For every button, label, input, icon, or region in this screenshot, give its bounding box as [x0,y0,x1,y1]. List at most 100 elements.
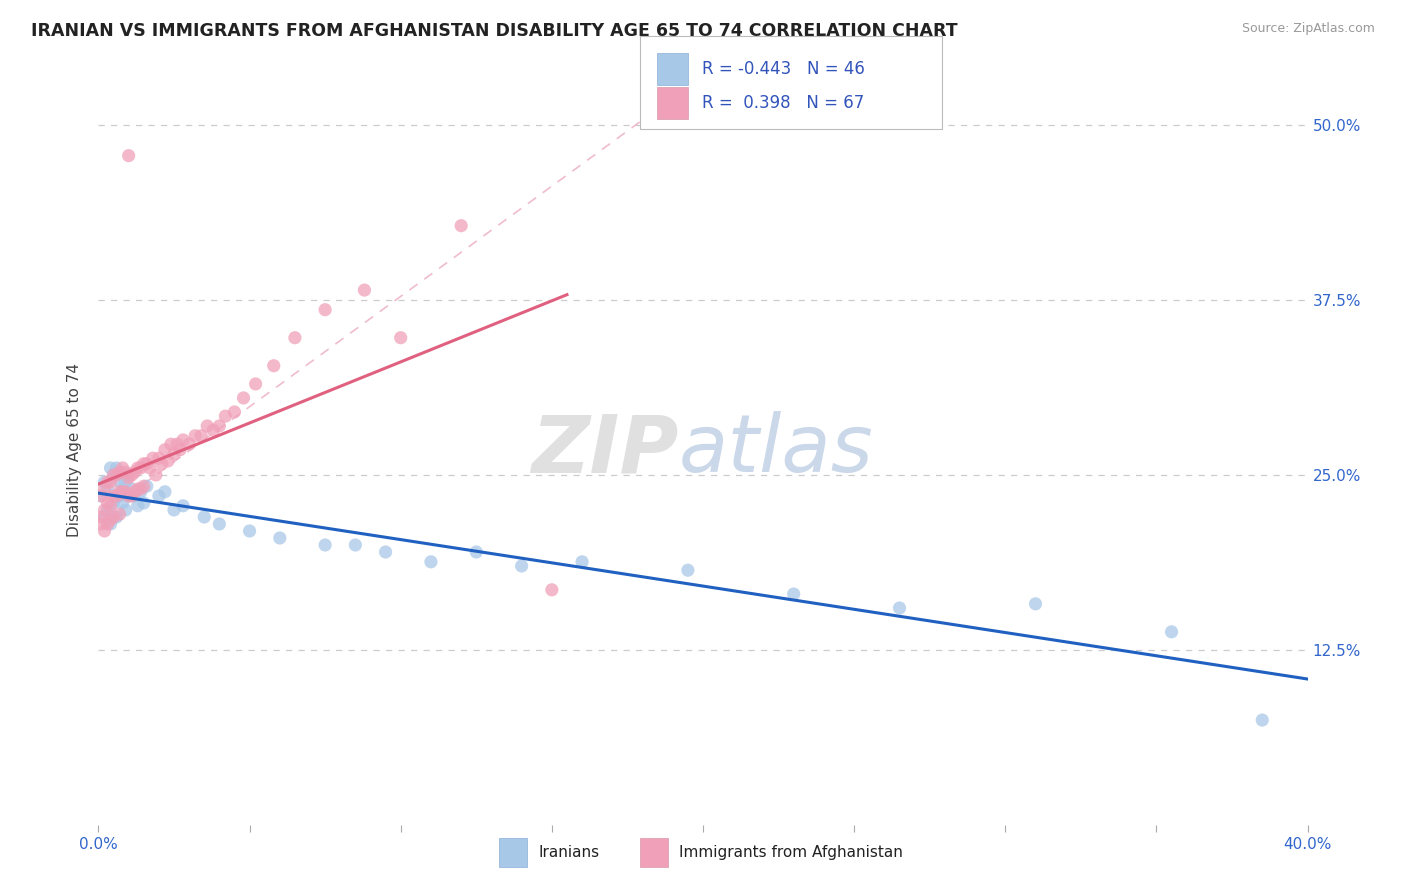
Point [90,489,112,503]
Point [214,409,236,424]
Point [127,499,149,513]
Point [374,545,396,559]
Point [121,467,143,482]
Point [232,391,254,405]
Point [108,475,131,489]
Text: Iranians: Iranians [538,846,599,860]
Point [166,437,188,451]
Point [353,283,375,297]
Point [108,507,131,521]
Point [93,475,115,489]
Point [450,219,472,233]
Point [172,499,194,513]
Point [127,482,149,496]
Point [179,437,201,451]
Point [510,559,533,574]
Point [103,467,125,482]
Point [111,484,134,499]
Point [103,489,125,503]
Point [420,555,443,569]
Point [163,503,186,517]
Point [160,437,183,451]
Point [169,442,191,457]
Point [314,538,336,552]
Point [96,496,118,510]
Point [111,496,134,510]
Point [124,489,146,503]
Point [100,475,122,489]
Point [184,429,207,443]
Point [108,489,131,503]
Point [100,499,122,513]
Point [103,496,125,510]
Point [132,479,155,493]
Point [108,484,131,499]
Y-axis label: Disability Age 65 to 74: Disability Age 65 to 74 [67,363,83,538]
Point [314,302,336,317]
Point [93,524,115,538]
Point [105,467,128,482]
Point [156,454,179,468]
Point [284,331,307,345]
Point [129,461,152,475]
Point [889,601,911,615]
Point [100,516,122,531]
Point [139,461,162,475]
Point [190,429,212,443]
Point [1160,624,1182,639]
Point [224,405,246,419]
Point [269,531,291,545]
Point [132,457,155,471]
Point [148,489,170,503]
Point [124,484,146,499]
Point [114,503,136,517]
Point [195,419,218,434]
Text: atlas: atlas [679,411,873,490]
Point [105,461,128,475]
Point [208,516,231,531]
Point [465,545,488,559]
Point [118,471,141,485]
Point [676,563,699,577]
Point [129,482,152,496]
Point [96,516,118,531]
Text: R =  0.398   N = 67: R = 0.398 N = 67 [702,94,863,112]
Point [142,451,165,466]
Point [90,516,112,531]
Point [135,479,157,493]
Point [96,475,118,489]
Point [202,423,225,437]
Point [121,482,143,496]
Point [193,510,215,524]
Point [118,489,141,503]
Text: Source: ZipAtlas.com: Source: ZipAtlas.com [1241,22,1375,36]
Point [121,489,143,503]
Point [129,484,152,499]
Point [135,457,157,471]
Point [93,510,115,524]
Point [145,467,167,482]
Point [114,475,136,489]
Point [344,538,367,552]
Point [111,461,134,475]
Point [239,524,262,538]
Point [118,467,141,482]
Point [132,496,155,510]
Text: IRANIAN VS IMMIGRANTS FROM AFGHANISTAN DISABILITY AGE 65 TO 74 CORRELATION CHART: IRANIAN VS IMMIGRANTS FROM AFGHANISTAN D… [31,22,957,40]
Text: ZIP: ZIP [531,411,679,490]
Point [124,465,146,479]
Point [96,482,118,496]
Point [148,451,170,466]
Point [105,510,128,524]
Point [571,555,593,569]
Point [114,465,136,479]
Point [105,489,128,503]
Point [1024,597,1046,611]
Point [208,419,231,434]
Point [389,331,412,345]
Point [172,433,194,447]
Point [118,148,141,162]
Point [96,503,118,517]
Point [150,457,173,471]
Point [100,513,122,527]
